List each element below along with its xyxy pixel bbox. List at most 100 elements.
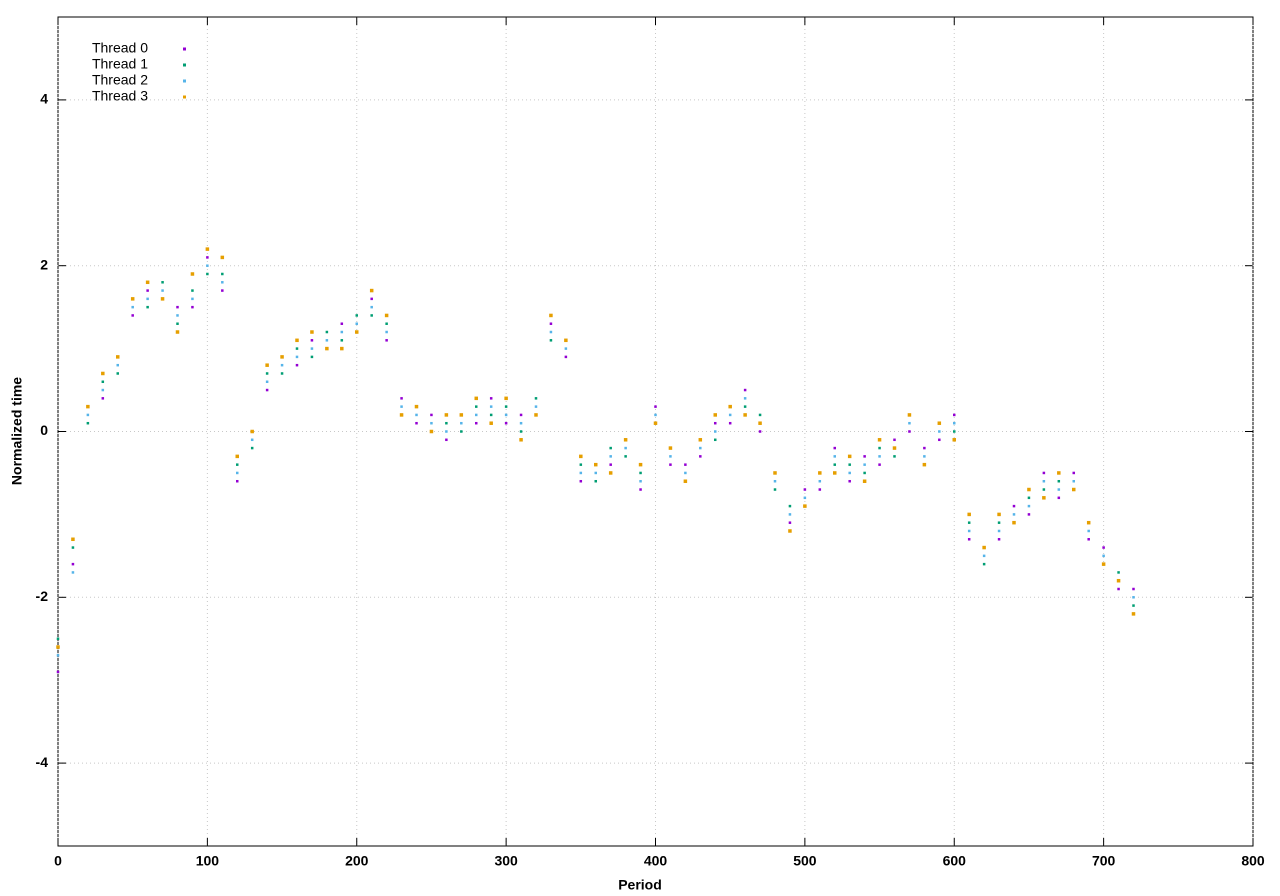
point <box>743 397 747 400</box>
point <box>1027 496 1031 500</box>
point <box>997 521 1001 524</box>
point <box>370 297 373 301</box>
x-tick-label: 800 <box>1241 853 1265 869</box>
point <box>668 446 673 450</box>
point <box>714 438 717 442</box>
point <box>146 305 149 309</box>
point <box>325 330 329 334</box>
point <box>519 413 523 417</box>
point <box>1102 546 1105 549</box>
point <box>698 438 703 442</box>
point <box>221 289 224 292</box>
point <box>295 347 299 350</box>
point <box>1027 487 1031 492</box>
point <box>176 322 179 325</box>
legend-label: Thread 0 <box>92 40 148 56</box>
point <box>1057 488 1061 491</box>
point <box>788 504 792 508</box>
point <box>445 421 448 425</box>
legend-label: Thread 1 <box>92 56 148 72</box>
point <box>893 455 896 458</box>
point <box>399 413 404 417</box>
point <box>848 463 851 466</box>
point <box>295 338 299 343</box>
point <box>310 339 314 342</box>
point <box>280 372 284 375</box>
point <box>475 405 478 408</box>
point <box>639 488 642 491</box>
point <box>608 471 613 475</box>
point <box>534 405 538 408</box>
y-tick-label: -4 <box>36 754 49 770</box>
point <box>444 413 449 417</box>
point <box>982 554 986 558</box>
point <box>160 297 165 301</box>
point <box>191 297 194 301</box>
y-tick-label: -2 <box>36 588 49 604</box>
point <box>475 421 478 425</box>
point <box>579 479 583 483</box>
point <box>579 463 583 466</box>
point <box>684 471 687 475</box>
point <box>1012 513 1016 516</box>
point <box>1102 554 1105 558</box>
point <box>310 355 314 359</box>
point <box>221 281 224 284</box>
point <box>265 363 269 367</box>
point <box>459 413 464 417</box>
point <box>594 462 598 467</box>
point <box>1086 520 1091 525</box>
point <box>848 479 851 483</box>
point <box>639 479 642 483</box>
point <box>758 413 762 417</box>
point <box>997 538 1001 541</box>
point <box>908 430 911 433</box>
point <box>907 413 912 417</box>
point <box>1042 488 1046 491</box>
point <box>429 429 434 434</box>
point <box>953 421 956 425</box>
point <box>728 413 732 417</box>
point <box>340 330 344 334</box>
point <box>56 645 60 649</box>
point <box>818 488 822 491</box>
point <box>624 455 627 458</box>
point <box>1057 471 1061 475</box>
point <box>175 330 180 334</box>
point <box>236 471 239 475</box>
point <box>384 313 389 318</box>
point <box>489 405 493 408</box>
point <box>564 347 568 350</box>
legend-marker <box>183 47 186 51</box>
point <box>953 413 956 417</box>
point <box>594 471 597 475</box>
point <box>743 405 747 408</box>
point <box>1132 596 1135 599</box>
x-tick-label: 600 <box>943 853 967 869</box>
point <box>519 421 523 425</box>
point <box>1042 471 1046 475</box>
point <box>250 429 254 434</box>
point <box>86 421 90 425</box>
point <box>475 413 478 417</box>
x-tick-label: 500 <box>793 853 817 869</box>
x-axis-label: Period <box>618 877 662 893</box>
legend-marker <box>183 63 186 67</box>
point <box>923 455 926 458</box>
point <box>369 288 374 293</box>
x-tick-label: 0 <box>54 853 62 869</box>
point <box>71 562 75 566</box>
y-tick-label: 4 <box>40 91 48 107</box>
point <box>579 454 583 459</box>
point <box>908 421 911 425</box>
point <box>967 521 971 524</box>
point <box>728 404 732 409</box>
point <box>101 380 105 384</box>
x-tick-label: 700 <box>1092 853 1116 869</box>
legend-marker <box>183 95 186 99</box>
point <box>116 363 119 367</box>
point <box>504 421 508 425</box>
point <box>1132 604 1135 607</box>
point <box>445 430 448 433</box>
point <box>340 339 344 342</box>
